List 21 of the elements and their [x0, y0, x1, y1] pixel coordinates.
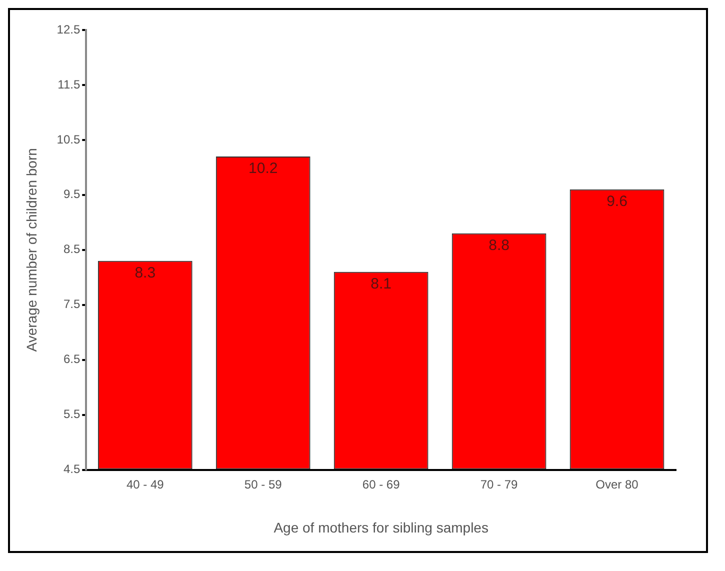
- data-label: 9.6: [606, 193, 628, 210]
- y-tick-label: 5.5: [63, 407, 80, 422]
- y-axis-title: Average number of children born: [23, 148, 40, 352]
- y-tick-label: 6.5: [63, 352, 80, 366]
- x-tick-label: Over 80: [596, 477, 639, 492]
- x-tick-label: 60 - 69: [362, 477, 400, 492]
- data-label: 8.3: [134, 264, 156, 282]
- y-tick-label: 12.5: [56, 22, 80, 36]
- x-axis-title: Age of mothers for sibling samples: [274, 519, 488, 536]
- data-label: 8.8: [488, 237, 510, 254]
- y-tick-label: 11.5: [58, 77, 80, 92]
- x-tick-label: 50 - 59: [244, 477, 282, 492]
- data-label: 10.2: [248, 160, 278, 178]
- y-tick-label: 4.5: [63, 462, 80, 476]
- data-label: 8.1: [370, 276, 392, 293]
- x-tick-label: 40 - 49: [126, 477, 164, 492]
- y-tick-label: 10.5: [56, 132, 80, 146]
- y-tick-label: 9.5: [63, 187, 80, 202]
- y-tick-label: 7.5: [63, 297, 80, 312]
- y-tick-label: 8.5: [63, 242, 80, 256]
- x-tick-label: 70 - 79: [480, 477, 518, 492]
